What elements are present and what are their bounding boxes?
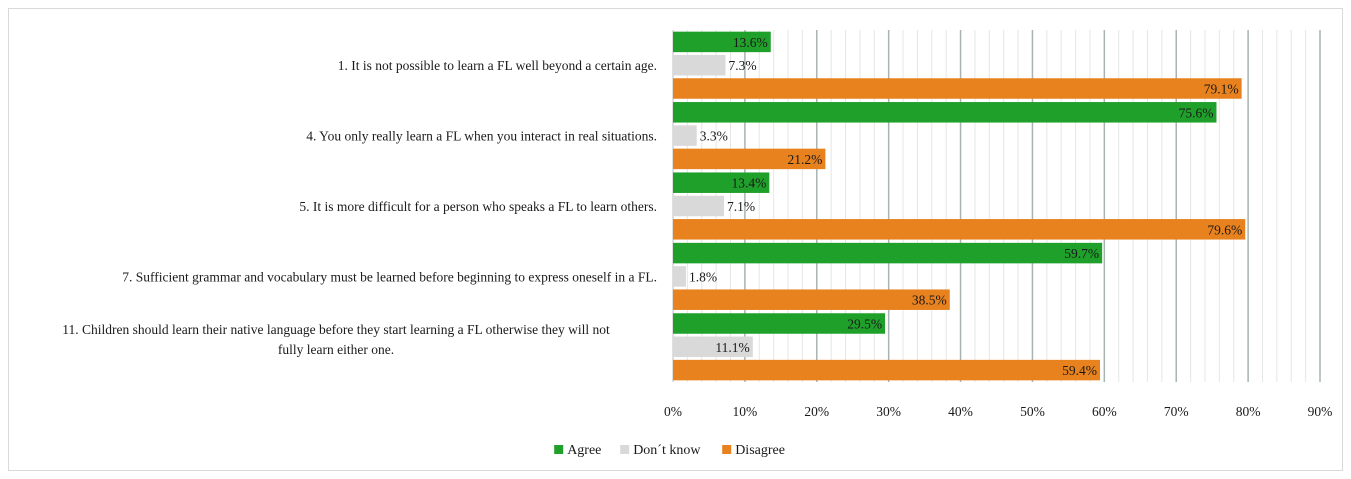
data-label: 13.4%: [731, 176, 766, 191]
bar-agree-5: [673, 313, 886, 334]
x-tick-label: 40%: [948, 404, 973, 419]
category-label: 1. It is not possible to learn a FL well…: [338, 58, 657, 73]
data-label: 38.5%: [912, 293, 947, 308]
category-label: fully learn either one.: [278, 342, 394, 357]
data-label: 11.1%: [715, 340, 749, 355]
bar-disagree-5: [673, 359, 1101, 381]
bar-agree-4: [673, 242, 1103, 264]
data-label: 75.6%: [1179, 105, 1214, 120]
bar-don-t-know-3: [673, 195, 725, 217]
category-label: 7. Sufficient grammar and vocabulary mus…: [122, 269, 657, 284]
category-label: 5. It is more difficult for a person who…: [299, 199, 657, 214]
bar-disagree-2: [673, 148, 826, 170]
legend-swatch: [620, 445, 630, 454]
data-label: 13.6%: [733, 35, 768, 50]
x-tick-label: 30%: [876, 404, 901, 419]
x-tick-label: 50%: [1020, 404, 1045, 419]
legend-swatch: [554, 445, 564, 454]
data-label: 7.1%: [727, 199, 755, 214]
bar-agree-2: [673, 102, 1217, 123]
bar-agree-3: [673, 172, 770, 193]
x-tick-label: 80%: [1236, 404, 1261, 419]
data-label: 29.5%: [847, 317, 882, 332]
data-label: 79.1%: [1204, 82, 1239, 97]
data-label: 1.8%: [689, 269, 717, 284]
data-label: 59.4%: [1062, 363, 1097, 378]
legend-swatch: [722, 445, 732, 454]
x-tick-label: 90%: [1308, 404, 1333, 419]
bar-disagree-4: [673, 289, 950, 310]
data-label: 59.7%: [1064, 246, 1099, 261]
x-tick-label: 20%: [804, 404, 829, 419]
data-label: 79.6%: [1207, 222, 1242, 237]
legend-label: Agree: [567, 443, 601, 458]
data-label: 21.2%: [788, 152, 823, 167]
category-label: 4. You only really learn a FL when you i…: [306, 129, 657, 144]
bar-disagree-3: [673, 219, 1246, 240]
x-tick-label: 0%: [664, 404, 682, 419]
data-label: 7.3%: [728, 58, 756, 73]
bar-disagree-1: [673, 78, 1242, 99]
data-label: 3.3%: [700, 129, 728, 144]
bar-agree-1: [673, 31, 771, 53]
category-label: 11. Children should learn their native l…: [62, 322, 610, 337]
bar-don-t-know-1: [673, 54, 726, 76]
legend: Agree Don´t know Disagree: [554, 443, 785, 458]
legend-label: Don´t know: [633, 443, 701, 458]
x-tick-label: 10%: [733, 404, 758, 419]
bar-don-t-know-2: [673, 125, 697, 146]
legend-label: Disagree: [735, 443, 785, 458]
bar-don-t-know-4: [673, 266, 686, 287]
x-tick-label: 60%: [1092, 404, 1117, 419]
x-tick-label: 70%: [1164, 404, 1189, 419]
bar-don-t-know-5: [673, 336, 753, 358]
